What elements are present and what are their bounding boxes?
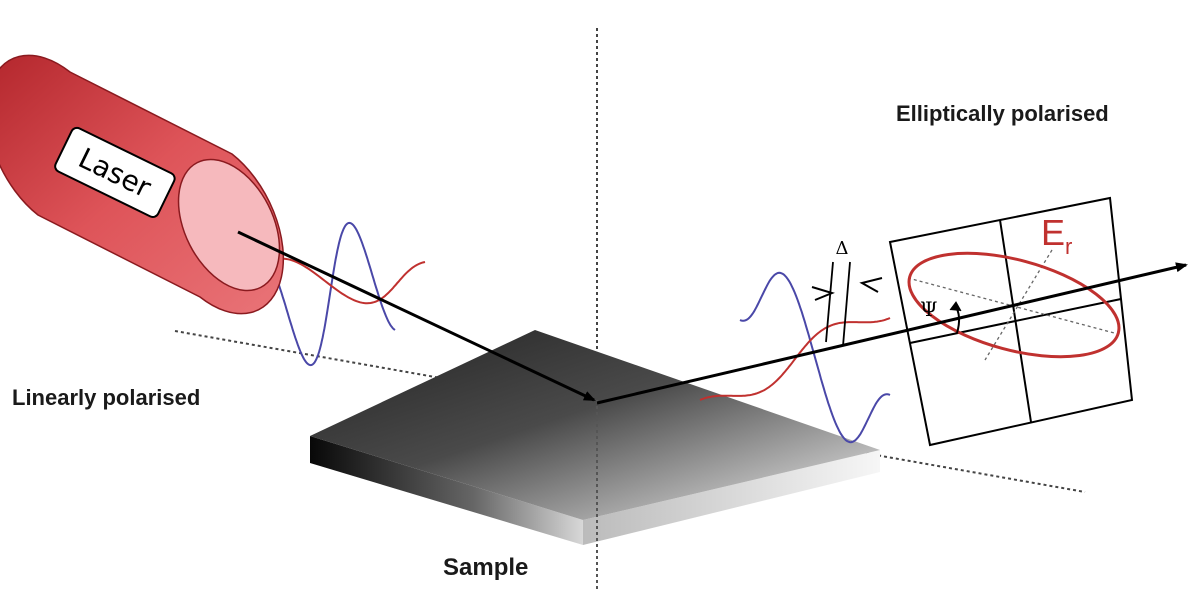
delta-arrow-right <box>859 277 883 293</box>
sample-front-face <box>310 436 583 545</box>
frame-horizontal-axis <box>909 298 1122 344</box>
reflected-beam <box>596 262 1188 405</box>
reflected-wave-red <box>699 317 891 401</box>
laser-face <box>177 158 281 292</box>
field-subscript: r <box>1065 234 1072 259</box>
delta-symbol: Δ <box>836 238 849 259</box>
polarisation-ellipse <box>907 251 1121 359</box>
sample-top-face <box>310 330 880 520</box>
reflected-wave-blue <box>739 271 891 444</box>
delta-line-left <box>825 261 834 343</box>
phase-shift-marker: Δ <box>811 238 883 347</box>
incident-beam <box>237 230 596 402</box>
polarisation-frame: Ψ Er <box>888 196 1134 447</box>
sample-label: Sample <box>443 554 528 581</box>
laser-label-box <box>54 126 176 218</box>
field-symbol: Er <box>1041 212 1072 259</box>
sample-side-face <box>583 450 880 545</box>
delta-arrow-left <box>811 286 835 301</box>
delta-line-right <box>842 261 851 347</box>
psi-arc-arrow <box>949 301 962 312</box>
elliptically-polarised-label: Elliptically polarised <box>896 101 1109 126</box>
linearly-polarised-label: Linearly polarised <box>12 385 200 410</box>
psi-symbol: Ψ <box>920 297 938 321</box>
sample-block <box>310 330 880 545</box>
laser-cylinder: Laser <box>0 54 285 315</box>
incident-wave-blue <box>264 221 396 367</box>
